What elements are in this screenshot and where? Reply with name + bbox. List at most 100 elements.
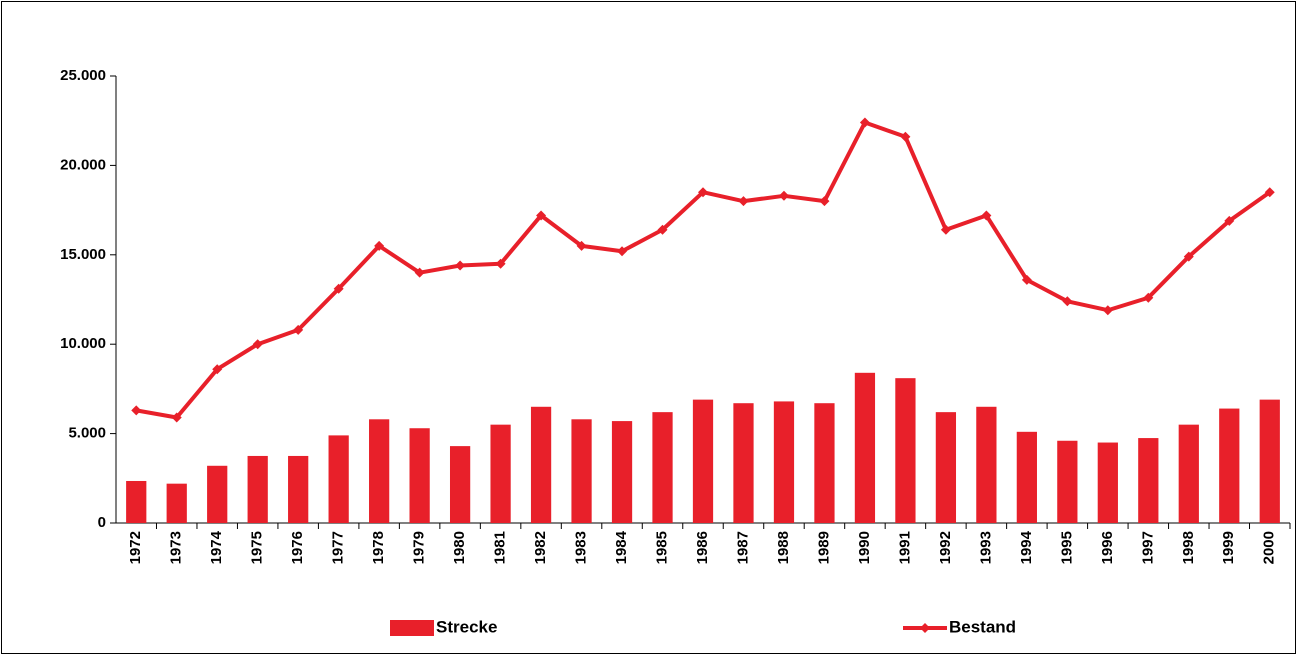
marker [374, 240, 385, 251]
marker [1224, 215, 1235, 226]
x-tick-label: 1993 [977, 531, 994, 564]
bar [530, 406, 552, 523]
marker [576, 240, 587, 251]
marker [940, 224, 951, 235]
bar [1057, 440, 1078, 523]
x-tick-label: 2000 [1261, 531, 1278, 564]
x-tick-label: 1986 [694, 531, 711, 564]
marker [819, 196, 830, 207]
marker [536, 210, 547, 221]
bar [1178, 424, 1199, 523]
bar [571, 419, 592, 523]
marker [333, 283, 344, 294]
bar [1219, 408, 1240, 523]
bar [611, 421, 633, 523]
marker [212, 364, 223, 375]
bar [935, 412, 957, 523]
bar [1097, 442, 1118, 523]
legend-label: Strecke [436, 617, 497, 636]
bar [369, 419, 390, 523]
x-tick-label: 1981 [492, 531, 509, 564]
bar [773, 401, 795, 523]
bar [247, 455, 268, 523]
marker [900, 131, 911, 142]
legend-label: Bestand [949, 617, 1016, 636]
y-tick-label: 25.000 [60, 67, 106, 84]
marker [859, 117, 870, 128]
marker [1102, 305, 1113, 316]
bar [166, 483, 187, 523]
marker [1021, 274, 1032, 285]
x-tick-label: 1974 [208, 530, 225, 564]
x-tick-label: 1987 [734, 531, 751, 564]
x-tick-label: 1979 [411, 531, 428, 564]
marker [455, 260, 466, 271]
x-tick-label: 1997 [1139, 531, 1156, 564]
x-tick-label: 1977 [330, 531, 347, 564]
x-tick-label: 1984 [613, 530, 630, 564]
x-tick-label: 1992 [937, 531, 954, 564]
bar [449, 446, 471, 523]
bar [652, 412, 673, 523]
x-tick-label: 1999 [1220, 531, 1237, 564]
x-tick-label: 1976 [289, 531, 306, 564]
bar [895, 378, 916, 523]
x-tick-label: 1994 [1018, 530, 1035, 564]
x-tick-label: 1990 [856, 531, 873, 564]
marker [778, 190, 789, 201]
y-tick-label: 10.000 [60, 335, 106, 352]
x-tick-label: 1978 [370, 531, 387, 564]
bar [126, 480, 147, 523]
marker [1264, 187, 1275, 198]
x-tick-label: 1973 [168, 531, 185, 564]
marker [252, 339, 263, 350]
bar [409, 428, 430, 523]
y-tick-label: 15.000 [60, 246, 106, 263]
legend-swatch [390, 620, 434, 636]
marker [1143, 292, 1154, 303]
bar [490, 424, 511, 523]
marker [617, 246, 628, 257]
y-tick-label: 0 [98, 514, 106, 531]
marker [698, 187, 708, 198]
bar [692, 399, 714, 523]
marker [414, 267, 425, 278]
x-tick-label: 1996 [1099, 531, 1116, 564]
x-tick-label: 1995 [1058, 531, 1075, 564]
bar [814, 403, 835, 523]
bar [1138, 438, 1159, 523]
marker [131, 405, 142, 416]
bar [733, 403, 754, 523]
marker [657, 224, 668, 235]
bar [288, 455, 309, 523]
marker [1062, 296, 1073, 307]
x-tick-label: 1998 [1180, 531, 1197, 564]
x-tick-label: 1985 [653, 531, 670, 564]
y-tick-label: 20.000 [60, 156, 106, 173]
x-tick-label: 1982 [532, 531, 549, 564]
y-tick-label: 5.000 [68, 425, 106, 442]
marker [293, 324, 304, 335]
bar [328, 435, 349, 523]
marker [1183, 251, 1194, 262]
x-tick-label: 1975 [249, 531, 266, 564]
legend-marker [920, 623, 930, 633]
marker [495, 258, 506, 269]
bar [854, 372, 876, 523]
marker [981, 210, 992, 221]
x-tick-label: 1988 [775, 531, 792, 564]
marker [738, 196, 749, 207]
x-tick-label: 1972 [127, 531, 144, 564]
marker [171, 412, 182, 423]
bar [1016, 431, 1037, 523]
x-tick-label: 1980 [451, 531, 468, 564]
x-tick-label: 1991 [896, 531, 913, 564]
x-tick-label: 1989 [815, 531, 832, 564]
bar [207, 465, 228, 523]
bar [1259, 399, 1280, 523]
x-tick-label: 1983 [573, 531, 590, 564]
bar [976, 406, 997, 523]
